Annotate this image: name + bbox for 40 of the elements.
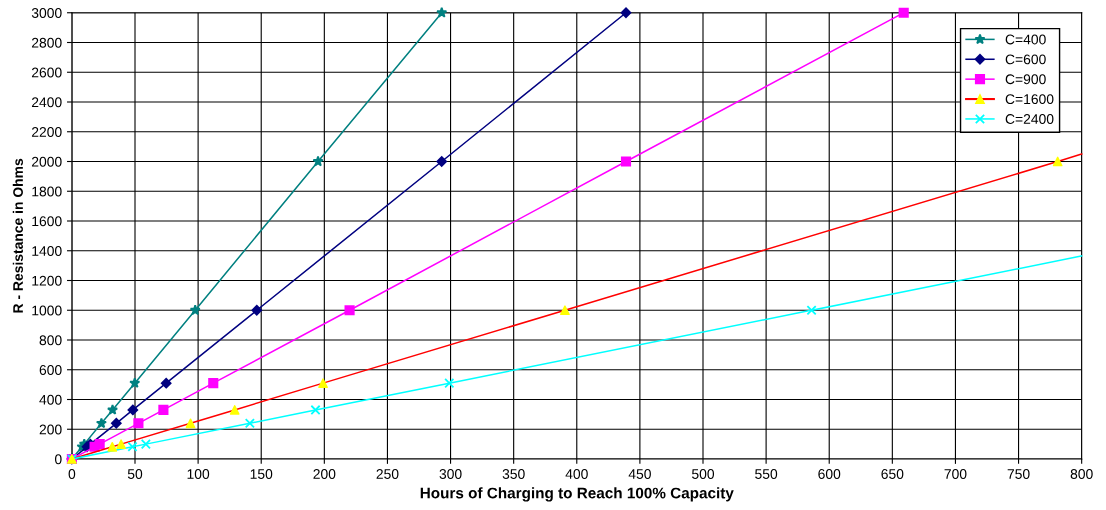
x-tick-label: 600 — [818, 469, 841, 479]
x-tick-label: 300 — [439, 469, 462, 479]
x-tick-label: 100 — [187, 469, 210, 479]
legend-label: C=900 — [1005, 74, 1046, 85]
legend-label: C=600 — [1005, 54, 1046, 65]
x-tick-label: 650 — [881, 469, 904, 479]
y-tick-label: 2400 — [31, 97, 62, 108]
legend-label: C=400 — [1005, 34, 1046, 45]
x-tick-label: 450 — [628, 469, 651, 479]
x-tick-label: 800 — [1070, 469, 1093, 479]
y-tick-label: 1800 — [32, 186, 62, 197]
y-tick-label: 1000 — [32, 305, 62, 316]
legend-label: C=2400 — [1005, 114, 1054, 124]
y-tick-label: 2200 — [31, 127, 62, 137]
y-tick-label: 2800 — [31, 37, 62, 48]
y-tick-label: 400 — [39, 394, 62, 405]
x-axis-title: Hours of Charging to Reach 100% Capacity — [420, 487, 734, 502]
x-tick-label: 550 — [755, 469, 778, 479]
y-tick-label: 0 — [54, 454, 62, 465]
y-tick-label: 600 — [39, 365, 62, 375]
y-tick-label: 1600 — [32, 216, 62, 227]
x-tick-label: 200 — [313, 469, 336, 479]
y-tick-label: 2000 — [31, 156, 62, 167]
x-tick-label: 50 — [127, 469, 143, 479]
y-tick-label: 3000 — [31, 8, 62, 18]
y-tick-label: 2600 — [31, 67, 62, 78]
x-tick-label: 350 — [502, 469, 525, 479]
y-tick-label: 800 — [39, 335, 62, 346]
x-tick-label: 500 — [691, 469, 715, 479]
x-tick-label: 150 — [250, 469, 273, 479]
x-tick-label: 700 — [944, 469, 967, 479]
x-tick-label: 0 — [68, 469, 76, 479]
y-tick-label: 1400 — [32, 246, 62, 256]
y-axis-title: R - Resistance in Ohms — [12, 158, 23, 313]
y-tick-label: 200 — [39, 424, 62, 435]
legend-label: C=1600 — [1005, 94, 1054, 105]
x-tick-label: 250 — [376, 469, 399, 479]
x-tick-label: 750 — [1007, 469, 1030, 479]
x-tick-label: 400 — [565, 469, 588, 479]
y-tick-label: 1200 — [32, 275, 62, 286]
